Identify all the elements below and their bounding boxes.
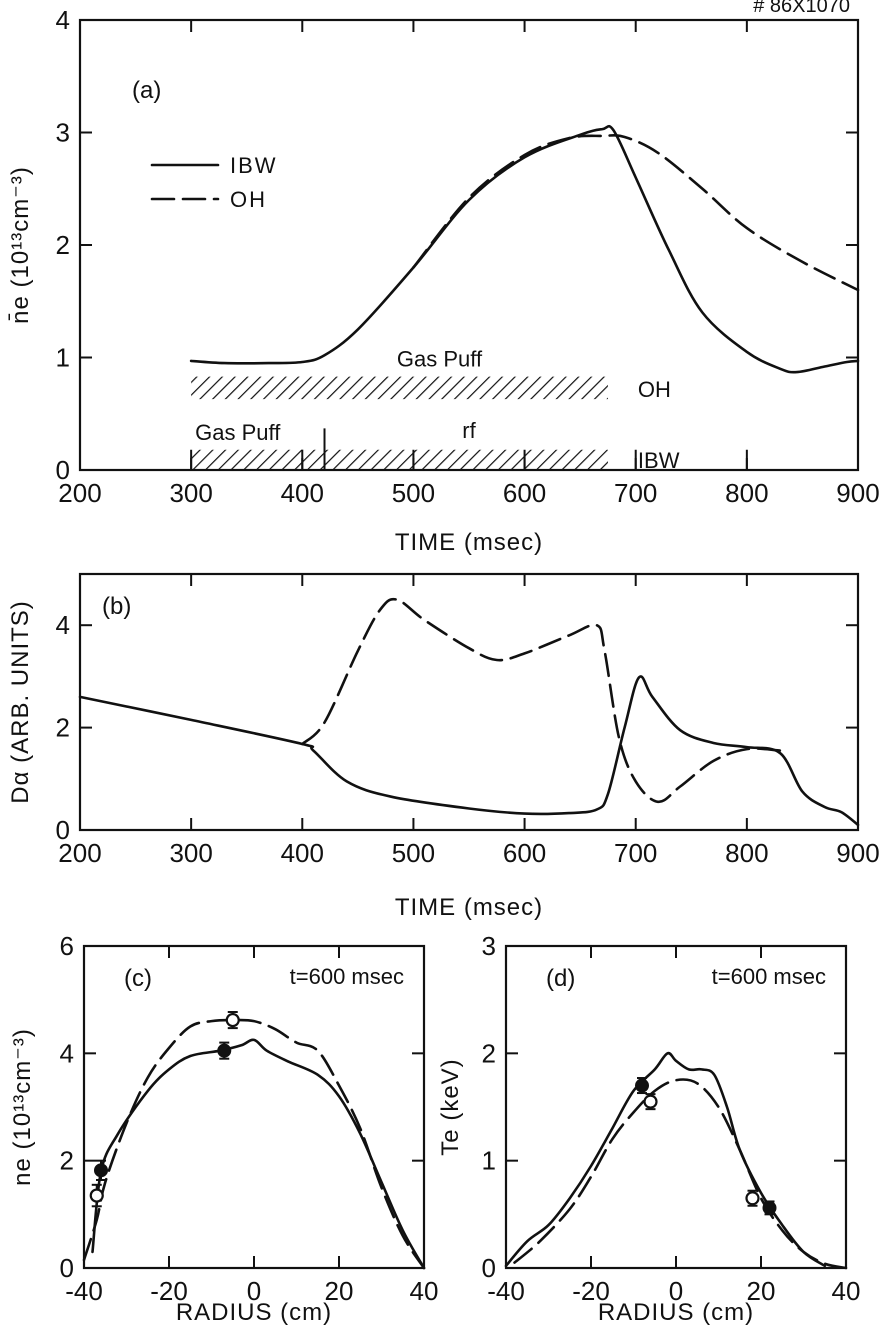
x-tick-label: 600 [503, 838, 546, 868]
series-oh [301, 597, 782, 804]
x-tick-label: 0 [669, 1276, 683, 1306]
x-tick-label: 900 [836, 478, 879, 508]
x-tick-label: 700 [614, 478, 657, 508]
legend-label-ibw: IBW [230, 153, 278, 178]
x-tick-label: 300 [169, 838, 212, 868]
x-tick-label: 20 [747, 1276, 776, 1306]
y-tick-label: 2 [482, 1038, 496, 1068]
series-oh [82, 1018, 426, 1270]
x-tick-label: 400 [281, 478, 324, 508]
hatched-bar [191, 376, 608, 400]
x-tick-label: 400 [281, 838, 324, 868]
x-tick-label: -20 [572, 1276, 610, 1306]
series-ibw [78, 675, 860, 827]
x-tick-label: 0 [247, 1276, 261, 1306]
panel-a: 200 300 400 500 600 700 800 900 0 1 2 3 4 TIME (msec)… [7, 5, 880, 556]
data-point-open [225, 1012, 240, 1028]
y-tick-label: 1 [482, 1146, 496, 1176]
time-annotation: t=600 msec [712, 964, 826, 989]
plot-frame [504, 944, 848, 1270]
series-ibw [504, 1051, 827, 1268]
x-axis-title: RADIUS (cm) [598, 1299, 754, 1326]
y-axis-title: n̄e (10¹³cm⁻³) [7, 166, 34, 324]
corner-text: # 86X1070 [753, 0, 850, 17]
y-tick-label: 3 [482, 931, 496, 961]
x-tick-label: 700 [614, 838, 657, 868]
x-tick-label: 600 [503, 478, 546, 508]
y-tick-label: 4 [56, 5, 70, 35]
x-axis-title: RADIUS (cm) [176, 1299, 332, 1326]
bar-label: Gas Puff [195, 420, 281, 445]
hatched-bar [191, 449, 608, 470]
x-tick-label: 200 [58, 838, 101, 868]
data-point-open [745, 1191, 760, 1206]
y-tick-label: 0 [56, 455, 70, 485]
y-tick-label: 6 [60, 931, 74, 961]
panel-label: (a) [132, 77, 161, 104]
y-tick-label: 3 [56, 118, 70, 148]
data-point-open [89, 1188, 104, 1203]
panel-label: (c) [124, 965, 152, 992]
x-tick-label: 200 [58, 478, 101, 508]
series-oh [412, 134, 860, 292]
bar-label-rf: rf [462, 418, 476, 443]
x-tick-label: 800 [725, 478, 768, 508]
bar-label: Gas Puff [397, 347, 483, 372]
panel-label: (d) [546, 965, 575, 992]
x-axis-title: TIME (msec) [395, 894, 543, 921]
y-tick-label: 2 [56, 713, 70, 743]
bar-side-label: OH [638, 377, 671, 402]
y-tick-label: 0 [60, 1253, 74, 1283]
y-tick-label: 2 [56, 230, 70, 260]
panel-c: -40 -20 0 20 40 0 2 4 6 RADIUS (cm) ne (10¹³cm⁻³) (… [9, 931, 438, 1326]
plot-frame [78, 18, 860, 472]
x-tick-label: -40 [65, 1276, 103, 1306]
time-annotation: t=600 msec [290, 964, 404, 989]
x-tick-label: 20 [325, 1276, 354, 1306]
y-axis-title: Te (keV) [437, 1058, 464, 1155]
legend-label-oh: OH [230, 187, 267, 212]
y-axis-title: Dα (ARB. UNITS) [7, 600, 34, 804]
data-point-filled [217, 1043, 232, 1058]
y-tick-label: 0 [56, 815, 70, 845]
x-tick-label: 40 [410, 1276, 439, 1306]
data-point-filled [762, 1200, 777, 1215]
x-tick-label: 900 [836, 838, 879, 868]
panel-label: (b) [102, 593, 131, 620]
series-ibw [189, 124, 860, 374]
x-tick-label: -40 [487, 1276, 525, 1306]
series-ibw [91, 1038, 426, 1270]
data-point-filled [94, 1163, 108, 1178]
x-tick-label: 300 [169, 478, 212, 508]
x-tick-label: 40 [832, 1276, 861, 1306]
bar-side-label: IBW [638, 448, 680, 473]
data-point-open [643, 1094, 658, 1109]
plot-frame [78, 572, 860, 832]
x-axis-title: TIME (msec) [395, 529, 543, 556]
x-tick-label: -20 [150, 1276, 188, 1306]
x-tick-label: 800 [725, 838, 768, 868]
data-point-filled [635, 1078, 649, 1093]
y-tick-label: 4 [60, 1038, 74, 1068]
x-tick-label: 500 [392, 478, 435, 508]
y-tick-label: 2 [60, 1146, 74, 1176]
x-tick-label: 500 [392, 838, 435, 868]
y-tick-label: 0 [482, 1253, 496, 1283]
series-oh [513, 1078, 848, 1270]
y-tick-label: 1 [56, 343, 70, 373]
panel-b: 200 300 400 500 600 700 800 900 0 2 4 TIME (msec) Dα… [7, 572, 880, 921]
y-axis-title: ne (10¹³cm⁻³) [9, 1028, 36, 1186]
y-tick-label: 4 [56, 610, 70, 640]
panel-d: -40 -20 0 20 40 0 1 2 3 RADIUS (cm) Te (keV) (d) t=6… [437, 931, 860, 1326]
